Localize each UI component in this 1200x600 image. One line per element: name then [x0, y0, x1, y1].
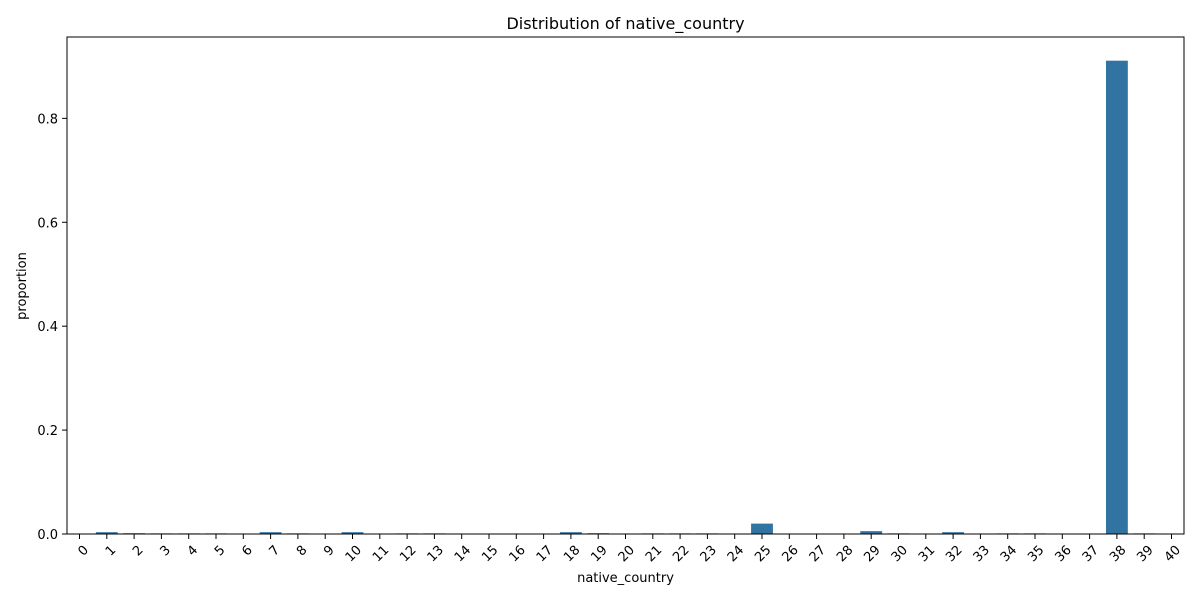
x-tick-label: 30: [889, 543, 911, 565]
y-tick-label: 0.0: [37, 528, 58, 543]
bar-10: [341, 532, 364, 534]
bar-29: [860, 531, 883, 534]
x-tick-label: 38: [1107, 543, 1129, 565]
x-tick-label: 34: [998, 543, 1020, 565]
plot-frame: [66, 36, 1185, 535]
y-tick-label: 0.6: [37, 216, 58, 231]
x-tick-label: 15: [479, 543, 501, 565]
x-tick-label: 32: [943, 543, 965, 565]
y-axis-label: proportion: [15, 252, 30, 320]
x-tick-label: 11: [370, 543, 392, 565]
x-tick-label: 8: [294, 543, 310, 559]
x-tick-label: 9: [321, 543, 337, 559]
chart-title: Distribution of native_country: [506, 14, 744, 34]
x-tick-label: 7: [267, 543, 283, 559]
x-tick-label: 17: [534, 543, 556, 565]
x-tick-label: 16: [506, 543, 528, 565]
bar-38: [1105, 60, 1128, 534]
x-tick-label: 5: [212, 543, 228, 559]
y-tick-label: 0.8: [37, 112, 58, 127]
x-tick-label: 4: [185, 543, 201, 559]
x-tick-label: 25: [752, 543, 774, 565]
x-tick-label: 40: [1162, 543, 1184, 565]
x-tick-label: 6: [239, 543, 255, 559]
x-tick-label: 19: [588, 543, 610, 565]
x-tick-label: 27: [807, 543, 829, 565]
bar-18: [559, 532, 582, 534]
x-tick-label: 29: [861, 543, 883, 565]
bar-25: [751, 523, 773, 534]
x-tick-label: 3: [157, 543, 173, 559]
y-tick-label: 0.4: [37, 320, 58, 335]
y-axis-ticks: 0.0 0.2 0.4 0.6 0.8: [37, 112, 67, 543]
x-tick-label: 22: [670, 543, 692, 565]
x-tick-label: 12: [397, 543, 419, 565]
x-tick-label: 35: [1025, 543, 1047, 565]
x-tick-label: 2: [130, 543, 146, 559]
x-axis-label: native_country: [577, 571, 674, 586]
x-tick-label: 13: [425, 543, 447, 565]
x-tick-label: 39: [1134, 543, 1156, 565]
x-tick-label: 14: [452, 543, 474, 565]
x-tick-label: 26: [779, 543, 801, 565]
x-tick-label: 18: [561, 543, 583, 565]
y-tick-label: 0.2: [37, 424, 58, 439]
x-tick-label: 37: [1080, 543, 1102, 565]
bar-1: [95, 532, 118, 534]
bars-group: [68, 60, 1183, 534]
x-tick-label: 1: [103, 543, 119, 559]
x-tick-label: 21: [643, 543, 665, 565]
x-tick-label: 10: [343, 543, 365, 565]
x-tick-label: 20: [616, 543, 638, 565]
bar-32: [942, 532, 965, 534]
x-tick-label: 33: [971, 543, 993, 565]
x-tick-label: 31: [916, 543, 938, 565]
x-tick-label: 24: [725, 543, 747, 565]
x-tick-label: 28: [834, 543, 856, 565]
bar-7: [259, 532, 282, 534]
x-tick-label: 0: [76, 543, 92, 559]
x-axis-ticks: 0 1 2 3 4 5 6 7 8 9 10 11 12 13 14 15 16 17 18 19 20 21 22 23 24…: [76, 534, 1184, 565]
x-tick-label: 23: [698, 543, 720, 565]
x-tick-label: 36: [1052, 543, 1074, 565]
